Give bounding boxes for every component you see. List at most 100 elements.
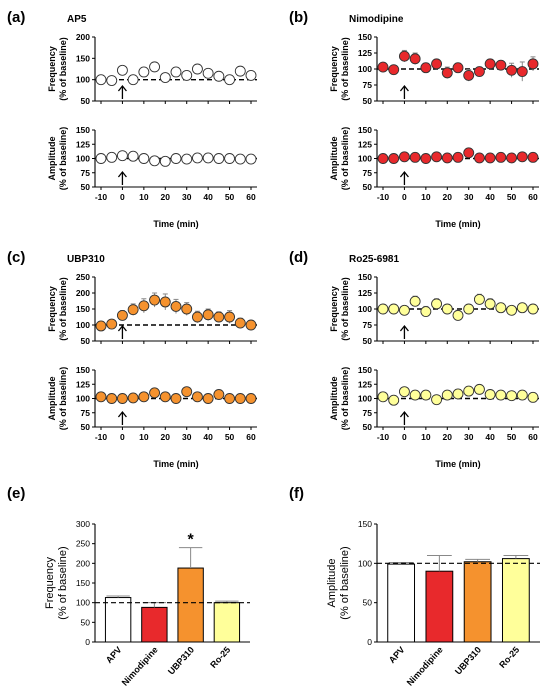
data-point (506, 152, 518, 164)
data-point (473, 383, 485, 395)
x-axis-label: Time (min) (153, 459, 198, 469)
data-point (409, 389, 421, 401)
arrow-head (117, 324, 127, 332)
data-point (516, 389, 528, 401)
category-label: Ro-25 (208, 645, 232, 670)
panel-title: Ro25-6981 (349, 254, 399, 265)
arrow-head (117, 170, 127, 178)
data-point (452, 309, 464, 321)
data-point (127, 392, 139, 404)
data-point (398, 151, 410, 163)
data-point (506, 64, 518, 76)
data-point (420, 306, 432, 318)
y-tick-label: 150 (76, 365, 90, 375)
y-tick-label: 50 (81, 96, 91, 106)
data-point (441, 67, 453, 79)
x-tick-label: 10 (421, 192, 431, 202)
panel-title: AP5 (67, 14, 87, 25)
data-point (495, 151, 507, 163)
arrow-head (399, 84, 409, 92)
data-point (234, 317, 246, 329)
data-point (149, 294, 161, 306)
data-point (234, 393, 246, 404)
data-point (398, 386, 410, 398)
panel-label: (e) (7, 485, 25, 502)
y-tick-label: 150 (76, 578, 90, 588)
arrow-head (399, 170, 409, 178)
data-point (431, 394, 443, 406)
panel-title: UBP310 (67, 254, 105, 265)
bar (104, 597, 132, 643)
y-tick-label: 50 (81, 617, 91, 627)
data-point (170, 393, 182, 404)
data-point (127, 304, 139, 316)
data-point (138, 391, 150, 403)
data-point (191, 311, 203, 323)
y-tick-label: 250 (76, 539, 90, 549)
y-axis-label-unit: (% of baseline) (340, 127, 350, 191)
data-point (452, 62, 464, 74)
data-point (495, 59, 507, 71)
bar (213, 602, 241, 643)
y-tick-label: 100 (358, 394, 372, 404)
data-point (106, 151, 118, 163)
y-tick-label: 75 (363, 168, 373, 178)
data-point (213, 389, 225, 400)
data-point (159, 296, 171, 308)
x-tick-label: 30 (182, 432, 192, 442)
x-tick-label: 0 (120, 192, 125, 202)
y-tick-label: 75 (363, 408, 373, 418)
category-label: UBP310 (166, 645, 196, 677)
y-tick-label: 125 (358, 139, 372, 149)
data-point (388, 303, 400, 315)
data-point (484, 298, 496, 310)
data-point (377, 391, 389, 403)
x-tick-label: 10 (139, 432, 149, 442)
x-tick-label: 40 (485, 192, 495, 202)
data-point (409, 53, 421, 65)
y-axis-label-unit: (% of baseline) (58, 127, 68, 191)
data-point (463, 147, 475, 159)
x-tick-label: 20 (443, 192, 453, 202)
data-point (181, 386, 193, 398)
y-tick-label: 50 (363, 182, 373, 192)
data-point (116, 309, 128, 321)
data-point (441, 389, 453, 401)
data-point (473, 152, 485, 164)
y-tick-label: 100 (358, 64, 372, 74)
data-point (224, 393, 236, 404)
data-point (506, 304, 518, 316)
data-point (106, 318, 118, 330)
data-point (170, 66, 182, 78)
data-point (159, 155, 171, 167)
y-tick-label: 125 (76, 139, 90, 149)
data-point (527, 58, 539, 70)
y-tick-label: 125 (358, 48, 372, 58)
y-tick-label: 50 (363, 422, 373, 432)
data-point (495, 302, 507, 314)
data-point (159, 72, 171, 83)
data-point (527, 303, 539, 315)
data-point (377, 303, 389, 315)
bar (141, 606, 168, 643)
y-tick-label: 150 (358, 272, 372, 282)
x-tick-label: 40 (485, 432, 495, 442)
data-point (377, 61, 389, 73)
x-axis-label: Time (min) (435, 459, 480, 469)
data-point (516, 151, 528, 163)
data-point (431, 58, 443, 70)
y-tick-label: 0 (367, 637, 372, 647)
arrow-head (399, 324, 409, 332)
y-tick-label: 50 (81, 336, 91, 346)
category-label: Ro-25 (497, 645, 521, 670)
data-point (473, 293, 485, 305)
data-point (170, 300, 182, 312)
x-tick-label: -10 (95, 432, 108, 442)
data-point (95, 153, 107, 164)
x-tick-label: 30 (464, 192, 474, 202)
data-point (138, 300, 150, 312)
data-point (149, 387, 161, 399)
data-point (202, 152, 214, 164)
data-point (95, 320, 107, 332)
data-point (149, 61, 161, 73)
